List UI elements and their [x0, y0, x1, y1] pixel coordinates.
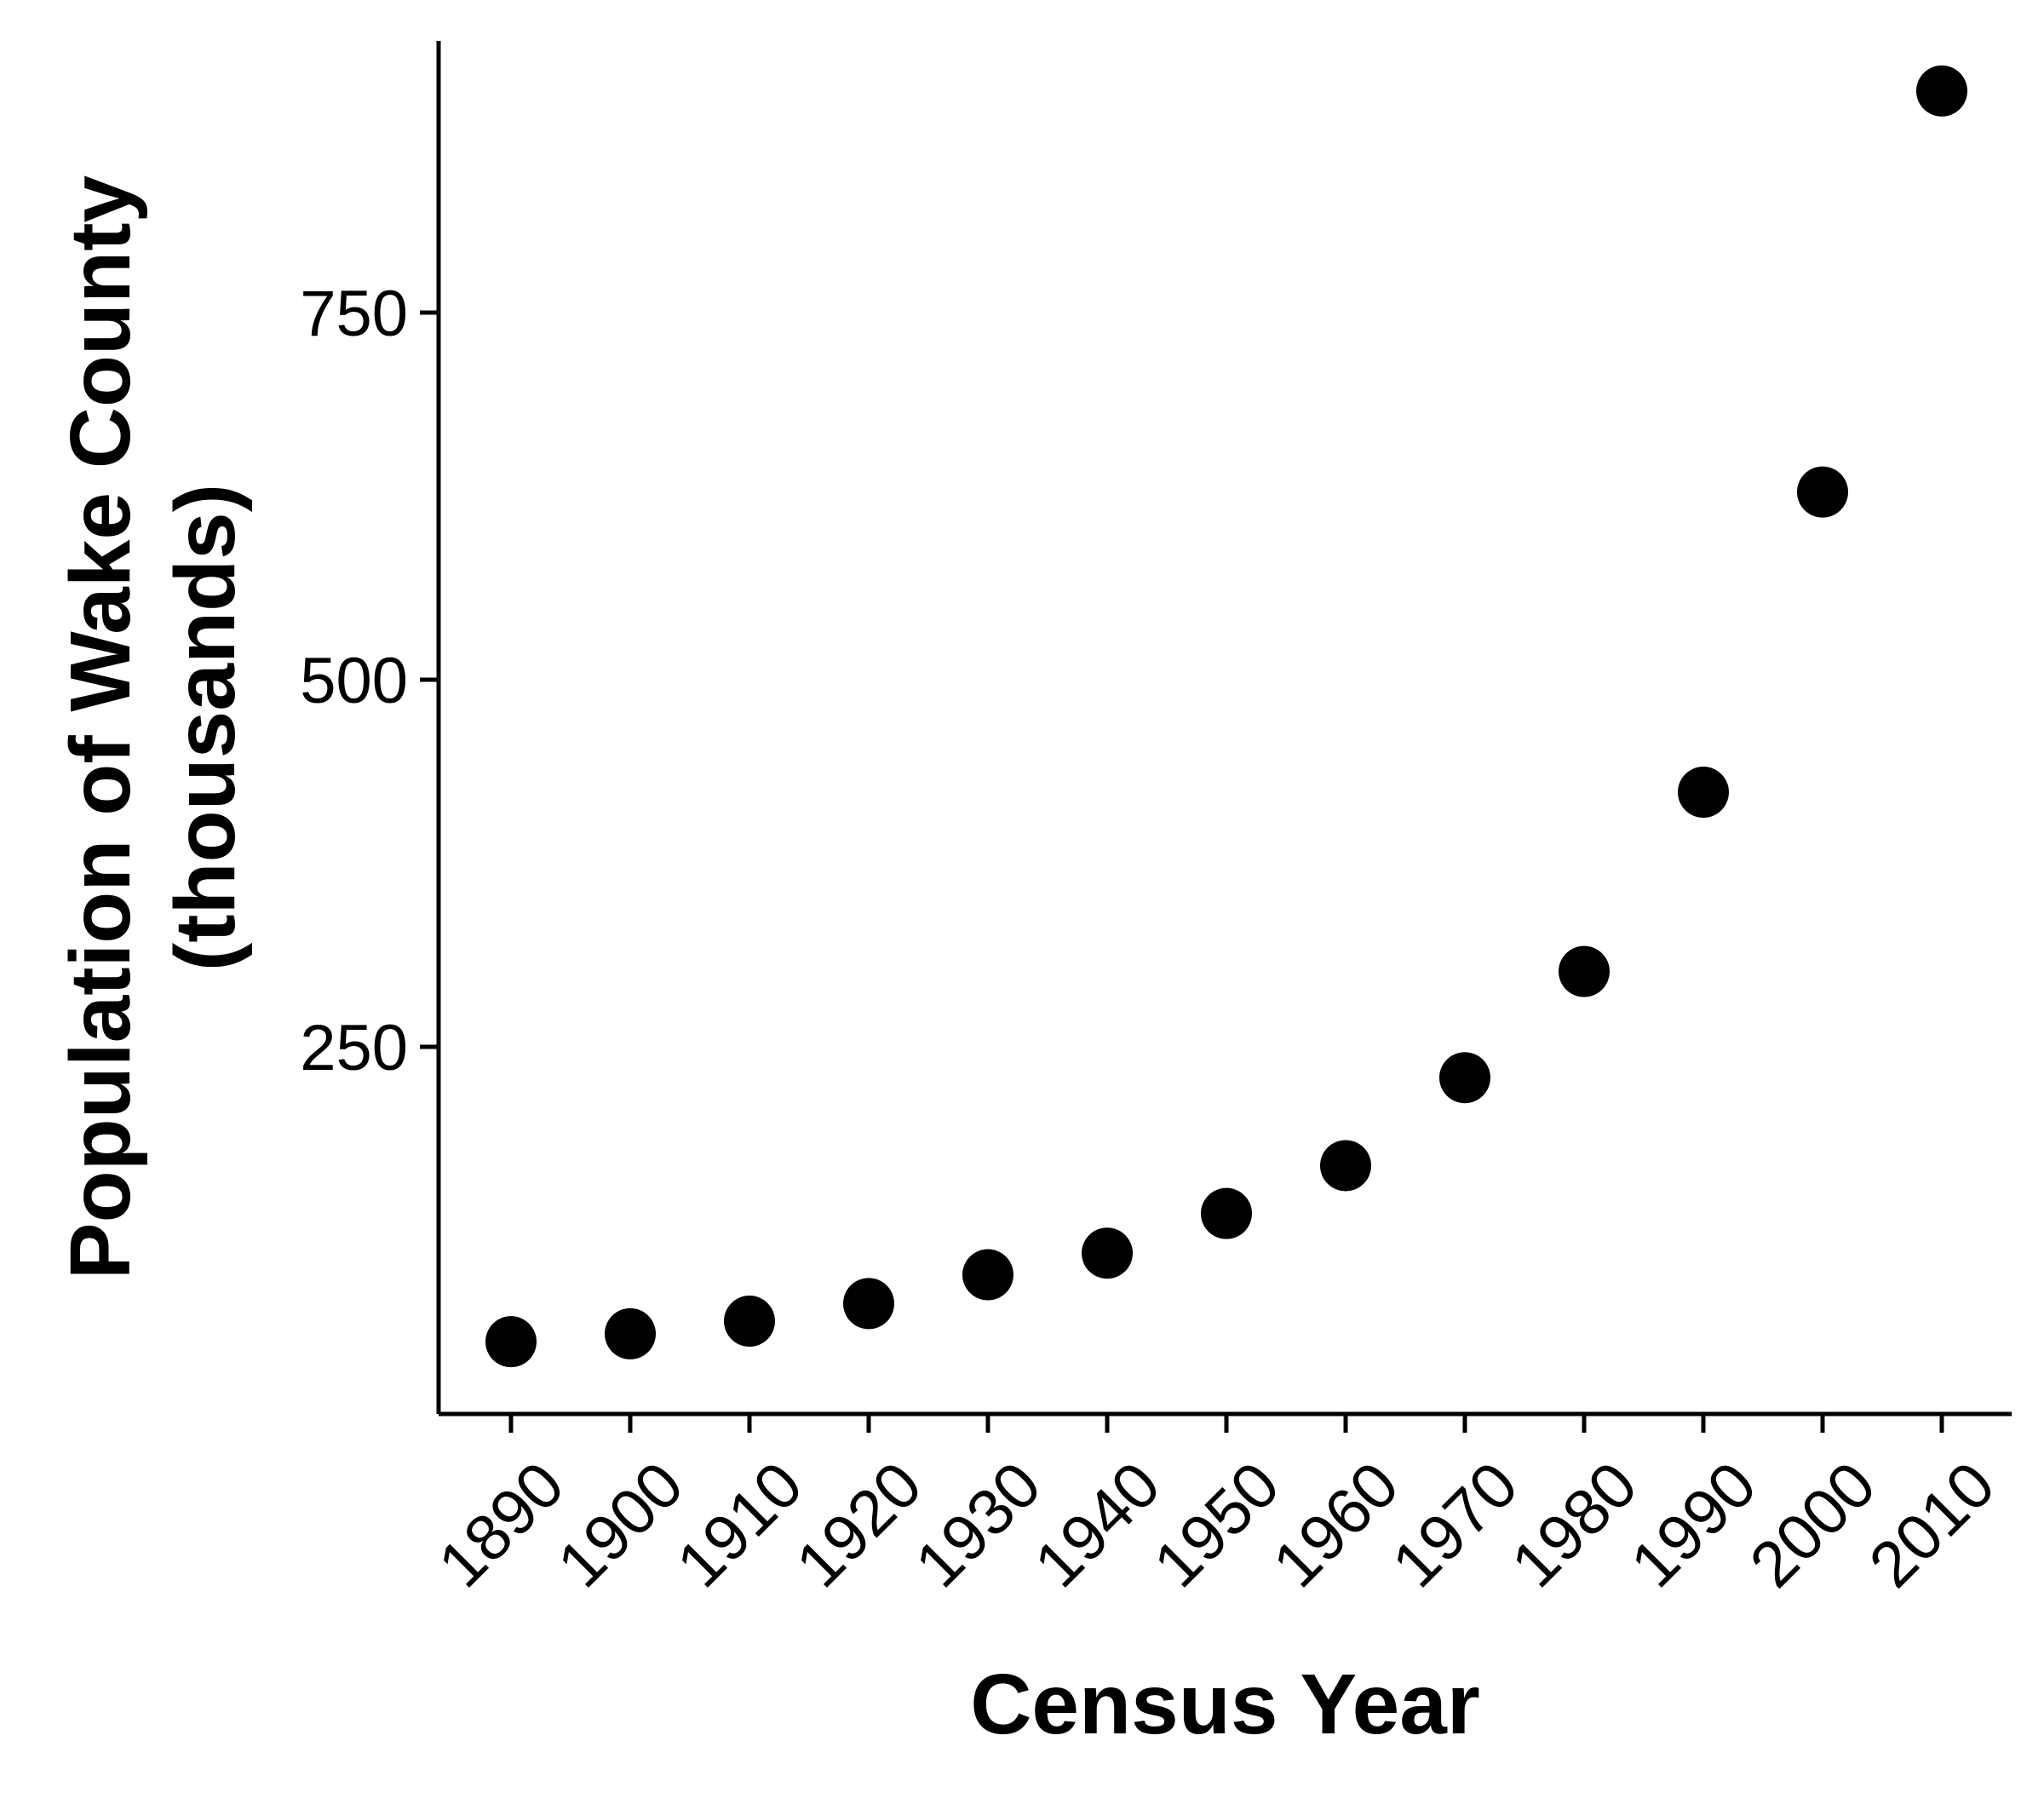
data-point: [1201, 1187, 1252, 1239]
x-axis-title: Census Year: [970, 1657, 1480, 1752]
x-tick-label: 2000: [1737, 1448, 1890, 1601]
y-tick-label: 750: [300, 278, 408, 350]
x-tick-label: 1930: [902, 1448, 1055, 1601]
data-point: [1559, 945, 1610, 997]
data-point: [1916, 65, 1967, 117]
y-tick-label: 500: [300, 645, 408, 717]
x-tick-label: 1990: [1617, 1448, 1771, 1601]
x-tick-label: 1970: [1379, 1448, 1532, 1601]
axis-titles: Census Year Population of Wake County (t…: [53, 175, 1480, 1753]
x-tick-label: 1960: [1260, 1448, 1413, 1601]
x-tick-label: 1900: [544, 1448, 698, 1601]
data-point: [1797, 466, 1848, 518]
data-point: [1439, 1052, 1490, 1104]
data-point: [1678, 767, 1729, 819]
x-tick-label: 1950: [1140, 1448, 1294, 1601]
y-axis-title-line-1: Population of Wake County: [53, 175, 148, 1280]
x-tick-label: 1910: [663, 1448, 817, 1601]
y-axis-title-line-2: (thousands): [158, 484, 253, 971]
data-point: [1320, 1140, 1371, 1192]
ticks: 250 500 750 1890190019101920193019401950196…: [300, 278, 2008, 1601]
data-point: [843, 1278, 894, 1330]
data-points: [485, 65, 1967, 1368]
data-point: [1082, 1227, 1133, 1279]
data-point: [962, 1249, 1013, 1301]
x-tick-label: 1940: [1021, 1448, 1174, 1601]
data-point: [605, 1307, 656, 1359]
data-point: [724, 1296, 775, 1348]
x-tick-label: 1920: [783, 1448, 936, 1601]
x-tick-label: 1980: [1498, 1448, 1651, 1601]
data-point: [485, 1316, 537, 1368]
x-tick-label: 1890: [425, 1448, 578, 1601]
x-tick-label: 2010: [1856, 1448, 2009, 1601]
y-tick-label: 250: [300, 1012, 408, 1084]
